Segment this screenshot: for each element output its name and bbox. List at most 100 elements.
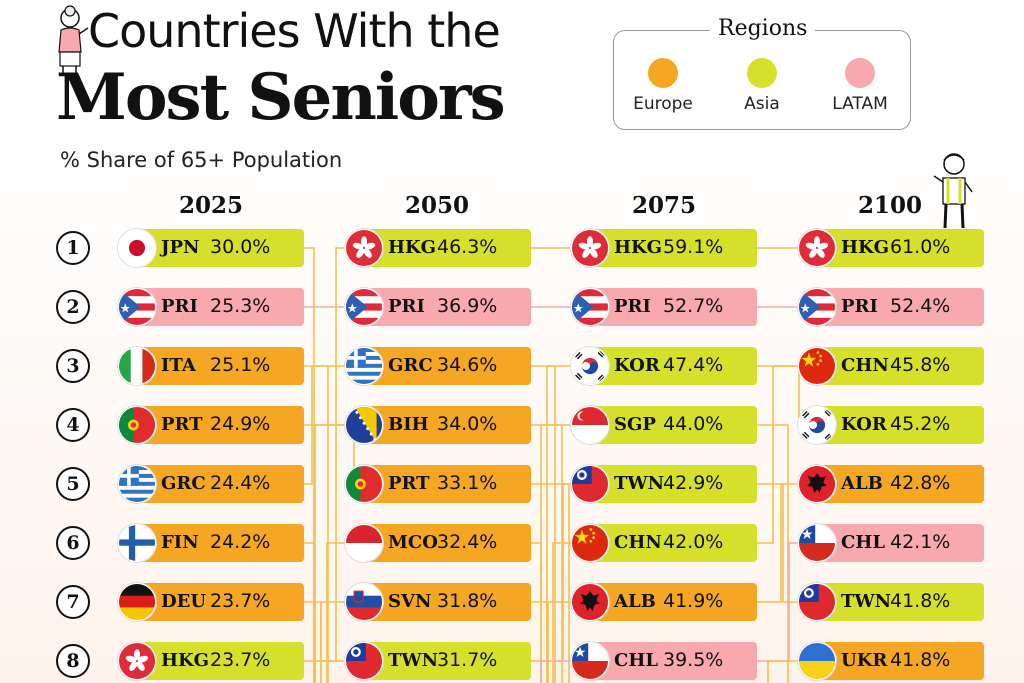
legend-label-europe: Europe (633, 94, 693, 114)
year-header-2100: 2100 (857, 192, 922, 219)
country-bar-kor (591, 347, 757, 385)
year-header-2050: 2050 (404, 192, 469, 219)
share-value: 25.1% (210, 354, 271, 376)
flag-twn-icon (798, 583, 836, 621)
connector-chn (552, 542, 571, 683)
country-bar-ita (138, 347, 304, 385)
country-bar-fin (138, 524, 304, 562)
flag-svn-icon (345, 583, 383, 621)
country-code: JPN (161, 237, 200, 258)
share-value: 34.6% (437, 354, 498, 376)
share-value: 24.4% (210, 472, 271, 494)
country-code: CHN (614, 532, 662, 553)
connector-sgp (540, 424, 571, 683)
connector-jpn (304, 247, 315, 683)
country-code: TWN (614, 473, 665, 494)
share-value: 42.1% (890, 531, 951, 553)
share-value: 41.9% (663, 590, 724, 612)
country-bar-chn (591, 524, 757, 562)
flag-chn-icon (798, 347, 836, 385)
country-bar-grc (138, 465, 304, 503)
legend-label-latam: LATAM (832, 94, 888, 114)
legend-swatch-europe (648, 58, 678, 88)
connector-ita (304, 365, 329, 683)
connector-kor (757, 365, 800, 426)
country-bar-alb (818, 465, 984, 503)
flag-prt-icon (118, 406, 156, 444)
grandpa-illustration (930, 150, 974, 230)
country-bar-hkg (591, 229, 757, 267)
country-code: KOR (841, 414, 887, 435)
rank-badge: 3 (56, 349, 90, 383)
rank-badge: 5 (56, 467, 90, 501)
share-value: 47.4% (663, 354, 724, 376)
country-bar-mco (365, 524, 531, 562)
share-value: 23.7% (210, 649, 271, 671)
country-code: HKG (614, 237, 663, 258)
share-value: 41.8% (890, 590, 951, 612)
flag-prt-icon (345, 465, 383, 503)
connector-fin (304, 542, 315, 683)
country-bar-sgp (591, 406, 757, 444)
flag-alb-icon (798, 465, 836, 503)
share-value: 31.7% (437, 649, 498, 671)
share-value: 52.4% (890, 295, 951, 317)
flag-deu-icon (118, 583, 156, 621)
flag-fin-icon (118, 524, 156, 562)
country-code: ALB (614, 591, 656, 612)
flag-kor-icon (571, 347, 609, 385)
country-code: PRT (388, 473, 430, 494)
country-bar-chl (591, 642, 757, 680)
connector-deu (304, 601, 322, 683)
country-bar-pri (138, 288, 304, 326)
flag-chl-icon (571, 642, 609, 680)
share-value: 41.8% (890, 649, 951, 671)
share-value: 45.8% (890, 354, 951, 376)
connector-bih (314, 424, 345, 683)
country-code: KOR (614, 355, 660, 376)
country-bar-pri (365, 288, 531, 326)
country-bar-pri (818, 288, 984, 326)
connector-grc (304, 365, 345, 485)
country-code: HKG (841, 237, 890, 258)
flag-grc-icon (118, 465, 156, 503)
share-value: 59.1% (663, 236, 724, 258)
flag-twn-icon (345, 642, 383, 680)
flag-hkg-icon (798, 229, 836, 267)
connector-twn (531, 483, 571, 662)
country-code: TWN (841, 591, 892, 612)
flag-hkg-icon (345, 229, 383, 267)
share-value: 46.3% (437, 236, 498, 258)
country-bar-deu (138, 583, 304, 621)
country-bar-hkg (365, 229, 531, 267)
share-value: 36.9% (437, 295, 498, 317)
country-bar-svn (365, 583, 531, 621)
rank-badge: 4 (56, 408, 90, 442)
flag-pri-icon (798, 288, 836, 326)
legend-item-europe: Europe (613, 58, 713, 114)
share-value: 24.9% (210, 413, 271, 435)
flag-chn-icon (571, 524, 609, 562)
country-bar-chl (818, 524, 984, 562)
country-code: CHL (841, 532, 885, 553)
flag-alb-icon (571, 583, 609, 621)
country-code: DEU (161, 591, 207, 612)
country-code: BIH (388, 414, 429, 435)
rank-badge: 6 (56, 526, 90, 560)
country-bar-prt (138, 406, 304, 444)
country-code: UKR (841, 650, 888, 671)
country-code: FIN (161, 532, 199, 553)
flag-hkg-icon (118, 642, 156, 680)
country-bar-ukr (818, 642, 984, 680)
country-bar-twn (591, 465, 757, 503)
flag-kor-icon (798, 406, 836, 444)
flag-pri-icon (118, 288, 156, 326)
connector-svn (320, 601, 345, 683)
share-value: 31.8% (437, 590, 498, 612)
connector-mco (326, 542, 345, 683)
country-bar-chn (818, 347, 984, 385)
country-bar-twn (818, 583, 984, 621)
country-code: TWN (388, 650, 439, 671)
country-bar-hkg (138, 642, 304, 680)
country-bar-jpn (138, 229, 304, 267)
